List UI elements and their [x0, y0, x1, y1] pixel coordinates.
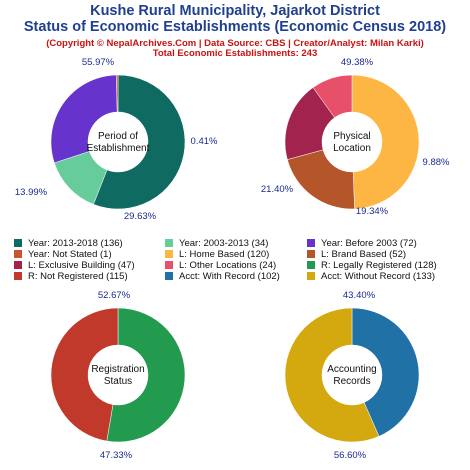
percent-label: 47.33% [100, 450, 133, 461]
donut-hole [88, 345, 148, 405]
chart-title-line1: Kushe Rural Municipality, Jajarkot Distr… [90, 3, 380, 19]
donut-center-label: Registration [91, 364, 144, 375]
donut-center-label: Physical [333, 131, 370, 142]
donut-center-label: Location [333, 143, 371, 154]
legend-label: L: Brand Based (52) [321, 249, 407, 260]
legend-label: Year: 2003-2013 (34) [179, 238, 269, 249]
donut-center-label: Period of [98, 131, 138, 142]
legend-swatch [14, 272, 22, 280]
chart-subtitle: (Copyright © NepalArchives.Com | Data So… [46, 38, 424, 49]
donut-slice [312, 74, 353, 118]
percent-label: 13.99% [15, 187, 48, 198]
legend-swatch [165, 261, 173, 269]
percent-label: 55.97% [82, 57, 115, 68]
percent-label: 29.63% [124, 211, 157, 222]
legend-swatch [14, 250, 22, 258]
legend-label: L: Exclusive Building (47) [28, 260, 135, 271]
legend-label: L: Home Based (120) [179, 249, 270, 260]
legend-label: L: Other Locations (24) [179, 260, 277, 271]
percent-label: 9.88% [423, 157, 450, 168]
donut-hole [322, 112, 382, 172]
percent-label: 0.41% [191, 136, 218, 147]
chart-title-line2: Status of Economic Establishments (Econo… [23, 19, 447, 35]
donut-center-label: Accounting [327, 364, 376, 375]
legend-swatch [307, 239, 315, 247]
legend-label: Year: Not Stated (1) [28, 249, 112, 260]
legend-label: Year: Before 2003 (72) [321, 238, 417, 249]
percent-label: 21.40% [261, 184, 294, 195]
percent-label: 56.60% [334, 450, 367, 461]
donut-center-label: Establishment [87, 143, 150, 154]
donut-hole [88, 112, 148, 172]
legend-label: Acct: Without Record (133) [321, 271, 436, 282]
donut-hole [322, 345, 382, 405]
legend-swatch [307, 261, 315, 269]
legend-swatch [165, 272, 173, 280]
total-establishments: Total Economic Establishments: 243 [152, 48, 318, 59]
legend-label: R: Legally Registered (128) [321, 260, 437, 271]
donut-center-label: Records [333, 376, 370, 387]
legend-label: R: Not Registered (115) [28, 271, 128, 282]
percent-label: 19.34% [356, 206, 389, 217]
percent-label: 43.40% [343, 290, 376, 301]
percent-label: 49.38% [341, 57, 374, 68]
legend-swatch [165, 250, 173, 258]
legend-swatch [307, 250, 315, 258]
percent-label: 52.67% [98, 290, 131, 301]
legend-label: Acct: With Record (102) [179, 271, 280, 282]
legend-swatch [14, 261, 22, 269]
legend-swatch [165, 239, 173, 247]
donut-center-label: Status [104, 376, 132, 387]
legend-swatch [307, 272, 315, 280]
legend-label: Year: 2013-2018 (136) [28, 238, 123, 249]
legend-swatch [14, 239, 22, 247]
